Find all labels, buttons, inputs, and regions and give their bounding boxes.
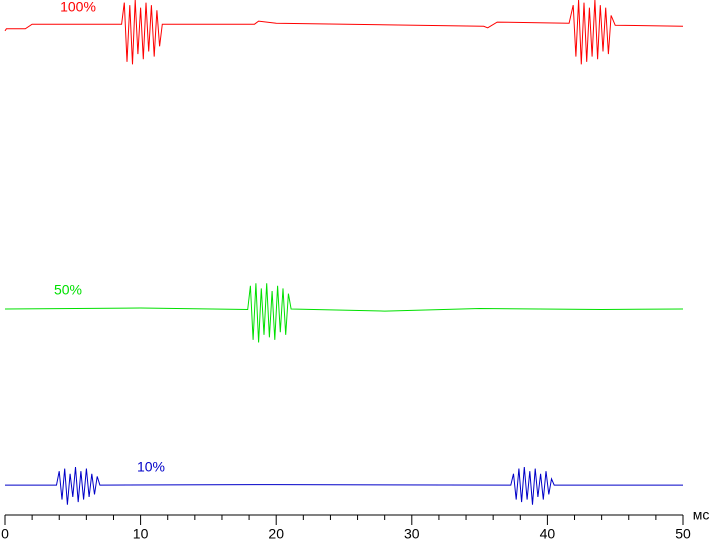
x-tick-label: 50 bbox=[675, 526, 691, 542]
x-tick-label: 30 bbox=[404, 526, 420, 542]
series-label: 50% bbox=[54, 282, 82, 298]
signal-trace bbox=[5, 467, 683, 505]
signal-trace bbox=[4, 283, 684, 343]
series-label: 10% bbox=[137, 459, 165, 475]
x-tick-label: 40 bbox=[540, 526, 556, 542]
x-tick-label: 10 bbox=[133, 526, 149, 542]
x-axis-unit: мс bbox=[693, 507, 710, 523]
x-tick-label: 20 bbox=[268, 526, 284, 542]
series-label: 100% bbox=[60, 0, 96, 15]
signal-trace bbox=[4, 0, 684, 65]
x-tick-label: 0 bbox=[1, 526, 9, 542]
